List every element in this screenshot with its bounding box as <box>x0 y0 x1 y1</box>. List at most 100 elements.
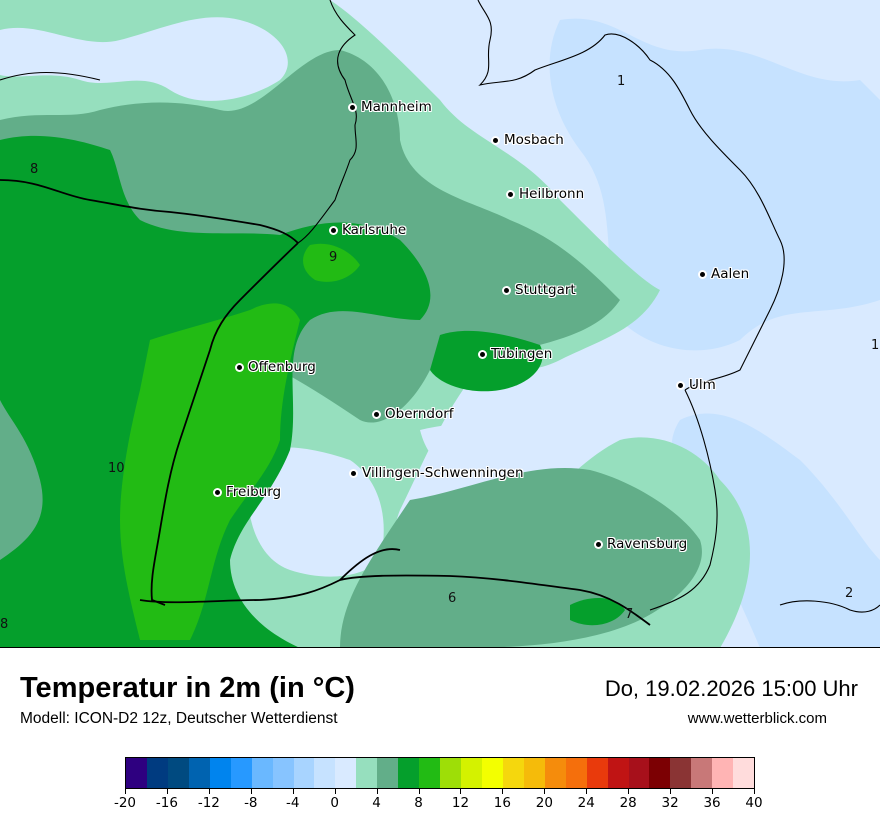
city-dot-icon <box>351 470 356 476</box>
legend-tick <box>460 789 462 794</box>
legend-swatch <box>502 758 524 788</box>
city-label-offenburg: Offenburg <box>237 359 316 375</box>
legend-swatch <box>649 758 671 788</box>
legend-tick-label: -4 <box>285 795 300 811</box>
legend-swatch <box>544 758 566 788</box>
legend-tick-label: 40 <box>745 795 763 811</box>
city-label-ulm: Ulm <box>678 377 716 393</box>
legend-swatch <box>146 758 168 788</box>
legend-swatch <box>209 758 231 788</box>
city-dot-icon <box>350 104 355 110</box>
legend-tick <box>334 789 336 794</box>
legend-swatch <box>126 758 147 788</box>
legend-swatch <box>419 758 441 788</box>
legend-tick-label: 8 <box>414 795 423 811</box>
legend-tick <box>292 789 294 794</box>
city-label-villingen-schwenningen: Villingen-Schwenningen <box>351 465 524 481</box>
legend-swatch <box>251 758 273 788</box>
legend-tick-label: 24 <box>577 795 595 811</box>
legend-swatch <box>481 758 503 788</box>
city-label-stuttgart: Stuttgart <box>504 282 576 298</box>
legend-swatch <box>712 758 734 788</box>
city-dot-icon <box>215 489 220 495</box>
isoline-label: 2 <box>845 586 854 601</box>
legend-swatch <box>377 758 399 788</box>
legend-tick <box>502 789 504 794</box>
legend-swatch <box>691 758 713 788</box>
isoline-label: 10 <box>108 461 125 476</box>
legend-tick <box>376 789 378 794</box>
city-label-tuebingen: Tübingen <box>480 346 552 362</box>
legend-swatch <box>565 758 587 788</box>
legend-tick-label: 32 <box>661 795 679 811</box>
legend-swatch <box>733 758 755 788</box>
legend-tick-label: 0 <box>330 795 339 811</box>
legend-tick-label: -8 <box>244 795 258 811</box>
legend-tick-label: -20 <box>113 795 137 811</box>
legend-swatch <box>188 758 210 788</box>
legend-tick <box>125 789 126 794</box>
isoline-label: 8 <box>30 162 39 177</box>
page-title: Temperatur in 2m (in °C) <box>20 672 355 704</box>
city-label-mannheim: Mannheim <box>350 99 432 115</box>
city-dot-icon <box>493 137 498 143</box>
city-dot-icon <box>678 382 683 388</box>
city-dot-icon <box>508 191 513 197</box>
legend-swatch <box>272 758 294 788</box>
legend-swatch <box>628 758 650 788</box>
legend-tick-label: 20 <box>535 795 553 811</box>
legend-tick-label: 12 <box>451 795 470 811</box>
city-dot-icon <box>331 227 336 233</box>
temperature-map[interactable]: Mannheim Mosbach Heilbronn Karlsruhe Aal… <box>0 0 880 648</box>
legend-swatch <box>398 758 420 788</box>
legend-tick-label: 4 <box>372 795 381 811</box>
map-field <box>0 0 880 647</box>
legend-swatch <box>523 758 545 788</box>
isoline-label: 7 <box>625 607 634 622</box>
legend-tick <box>586 789 588 794</box>
city-dot-icon <box>374 411 379 417</box>
legend-tick-label: -12 <box>197 795 220 811</box>
isoline-label: 6 <box>448 591 457 606</box>
city-label-heilbronn: Heilbronn <box>508 186 584 202</box>
forecast-datetime: Do, 19.02.2026 15:00 Uhr <box>604 676 858 701</box>
legend-tick-label: 36 <box>703 795 721 811</box>
city-dot-icon <box>237 364 242 370</box>
legend-tick-label: 16 <box>493 795 511 811</box>
legend-tick-label: 28 <box>619 795 637 811</box>
legend-tick <box>712 789 714 794</box>
legend-swatch <box>356 758 378 788</box>
legend-tick <box>754 789 755 794</box>
isoline-label: 1 <box>871 338 880 353</box>
website-link[interactable]: www.wetterblick.com <box>687 710 827 727</box>
legend-tick <box>628 789 630 794</box>
legend-swatch <box>670 758 692 788</box>
legend-tick <box>208 789 210 794</box>
legend-swatch <box>335 758 357 788</box>
legend-swatch <box>461 758 482 788</box>
legend-tick-label: -16 <box>155 795 178 811</box>
legend-swatch <box>607 758 629 788</box>
legend-swatch <box>230 758 252 788</box>
legend-swatch <box>440 758 461 788</box>
isoline-label: 1 <box>617 74 626 89</box>
city-dot-icon <box>700 271 705 277</box>
legend-swatch <box>314 758 336 788</box>
isoline-label: 9 <box>329 250 338 265</box>
model-subtitle: Modell: ICON-D2 12z, Deutscher Wetterdie… <box>20 710 338 727</box>
city-label-karlsruhe: Karlsruhe <box>331 222 406 238</box>
legend-swatch <box>293 758 315 788</box>
color-legend-ticks: -20 -16 -12 -8 -4 0 4 8 12 16 20 24 28 32 36 40 <box>114 789 763 819</box>
legend-tick <box>250 789 252 794</box>
legend-tick <box>166 789 168 794</box>
city-dot-icon <box>480 351 485 357</box>
city-label-freiburg: Freiburg <box>215 484 281 500</box>
legend-tick <box>544 789 546 794</box>
legend-swatch <box>167 758 189 788</box>
city-label-mosbach: Mosbach <box>493 132 564 148</box>
color-legend-bar <box>125 757 755 789</box>
city-label-aalen: Aalen <box>700 266 749 282</box>
isoline-label: 8 <box>0 617 9 632</box>
city-label-oberndorf: Oberndorf <box>374 406 454 422</box>
legend-swatch <box>586 758 608 788</box>
